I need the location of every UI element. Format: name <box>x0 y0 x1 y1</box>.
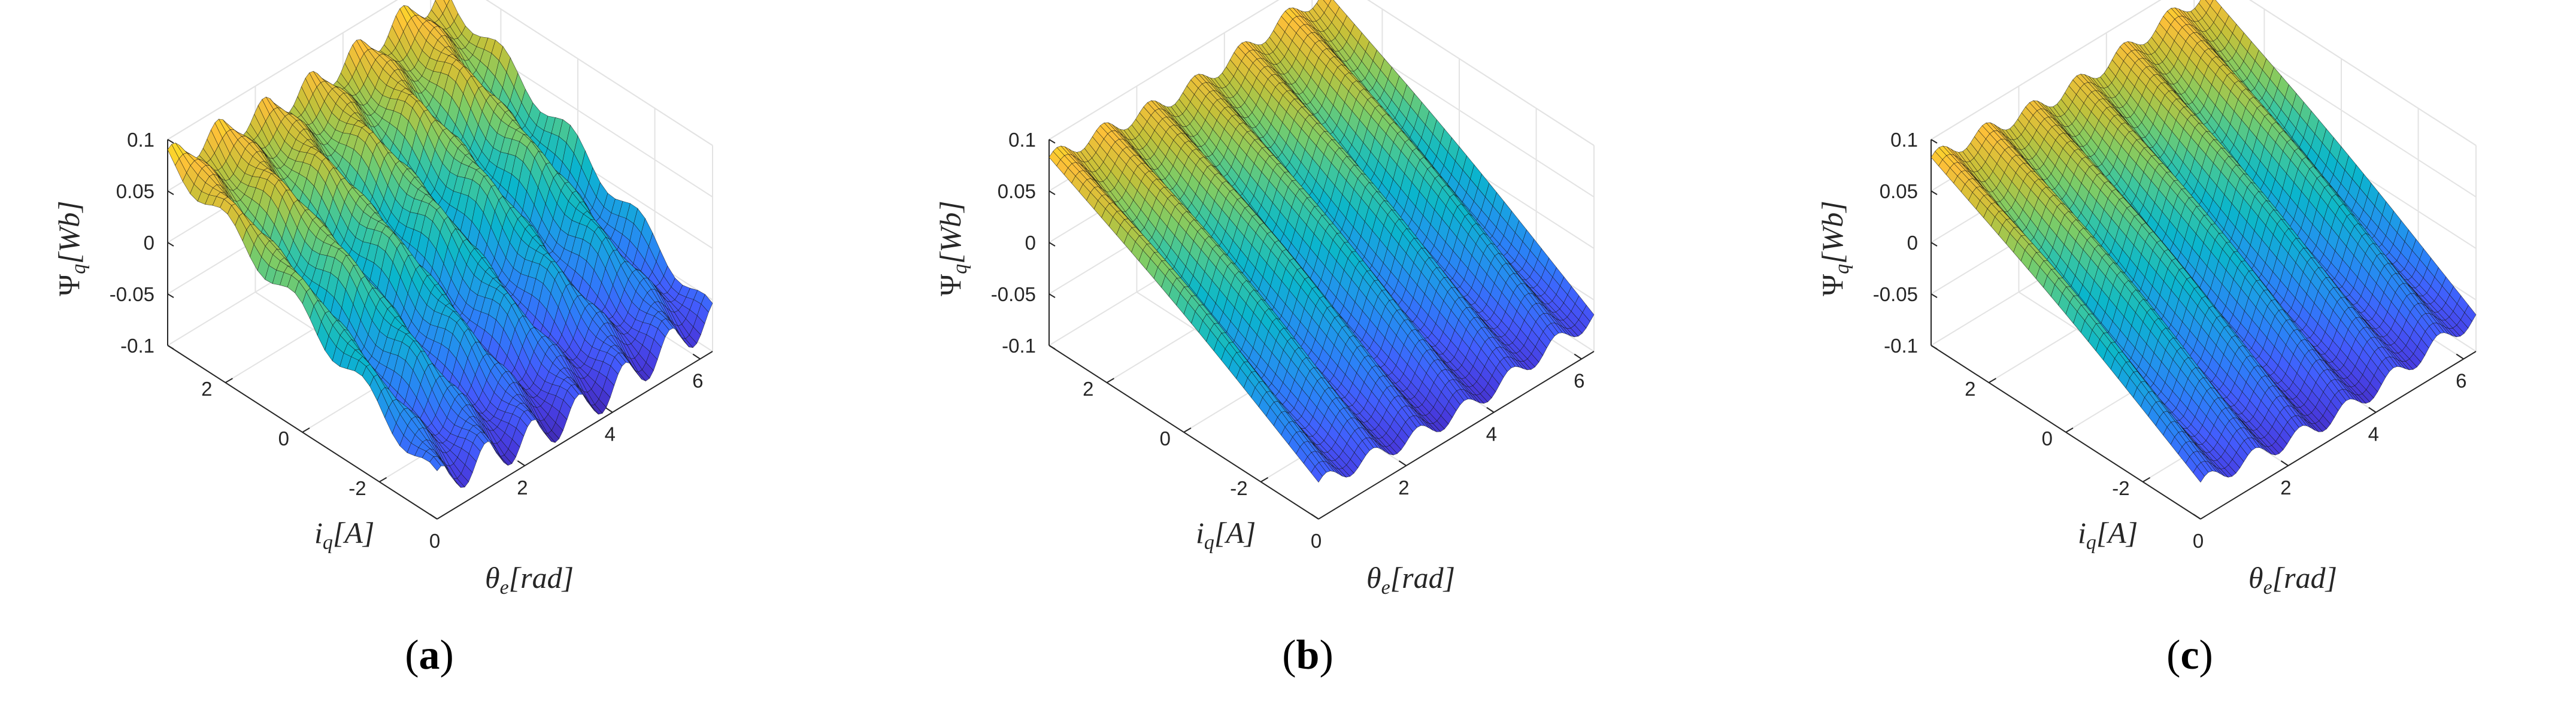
y-tick <box>225 378 233 384</box>
x-tick <box>517 460 525 466</box>
y-tick <box>1260 477 1269 482</box>
z-tick <box>167 242 174 247</box>
z-tick-label: -0.05 <box>110 283 154 305</box>
x-tick <box>1486 406 1495 413</box>
y-tick-label: 0 <box>278 427 289 450</box>
y-tick-label: 2 <box>201 378 212 400</box>
x-axis: 0 2 4 6 <box>429 370 704 552</box>
box-edge <box>1048 0 1280 140</box>
x-axis-label: θe[rad] <box>485 561 574 599</box>
z-tick <box>167 190 174 195</box>
y-tick <box>1106 378 1114 384</box>
z-tick <box>1048 139 1056 144</box>
x-axis-line <box>1318 351 1595 520</box>
y-tick <box>302 427 310 433</box>
z-tick-label: -0.1 <box>120 335 154 357</box>
y-tick <box>1183 427 1192 433</box>
x-tick-label: 4 <box>605 423 616 445</box>
surface-plot-b: -0.1 -0.05 0 0.05 0.1 -2 0 2 0 2 4 6 Ψq[… <box>934 0 1595 599</box>
x-tick <box>1311 514 1319 520</box>
y-axis-label: iq[A] <box>314 516 374 554</box>
z-tick-label: 0 <box>144 232 154 254</box>
y-tick <box>379 477 387 482</box>
z-axis: -0.1 -0.05 0 0.05 0.1 <box>110 129 154 357</box>
x-tick <box>692 353 701 360</box>
surface-mesh <box>167 0 713 488</box>
x-tick <box>1574 353 1582 360</box>
surface-patch <box>429 456 441 471</box>
box-edge <box>167 0 398 140</box>
z-tick <box>167 293 174 298</box>
panel-b: -0.1 -0.05 0 0.05 0.1 -2 0 2 0 2 4 6 Ψq[… <box>881 0 1740 701</box>
surface-mesh <box>1048 0 1595 483</box>
x-tick-label: 2 <box>517 477 528 499</box>
panel-caption: (a) <box>405 632 454 678</box>
x-tick <box>605 406 613 413</box>
z-tick <box>1048 293 1056 298</box>
x-axis-line <box>437 351 713 520</box>
panel-a: -0.1 -0.05 0 0.05 0.1 -2 0 2 0 2 4 6 Ψq[… <box>0 0 859 701</box>
z-tick <box>1048 190 1056 195</box>
box-edge <box>486 0 713 146</box>
surface-plot-a: -0.1 -0.05 0 0.05 0.1 -2 0 2 0 2 4 6 Ψq[… <box>52 0 713 599</box>
y-axis: -2 0 2 <box>201 378 366 499</box>
x-tick <box>1398 460 1407 466</box>
box-edge <box>1367 0 1595 146</box>
z-tick <box>1048 345 1056 350</box>
z-tick-label: 0.05 <box>116 180 154 202</box>
x-tick <box>429 514 438 520</box>
x-tick-label: 6 <box>692 370 703 392</box>
z-axis-label: Ψq[Wb] <box>52 201 90 296</box>
y-tick-label: -2 <box>348 477 366 499</box>
z-tick <box>167 345 174 350</box>
z-tick-label: 0.1 <box>127 129 154 151</box>
z-tick <box>1048 242 1056 247</box>
z-tick <box>167 139 174 144</box>
x-tick-label: 0 <box>429 530 440 552</box>
